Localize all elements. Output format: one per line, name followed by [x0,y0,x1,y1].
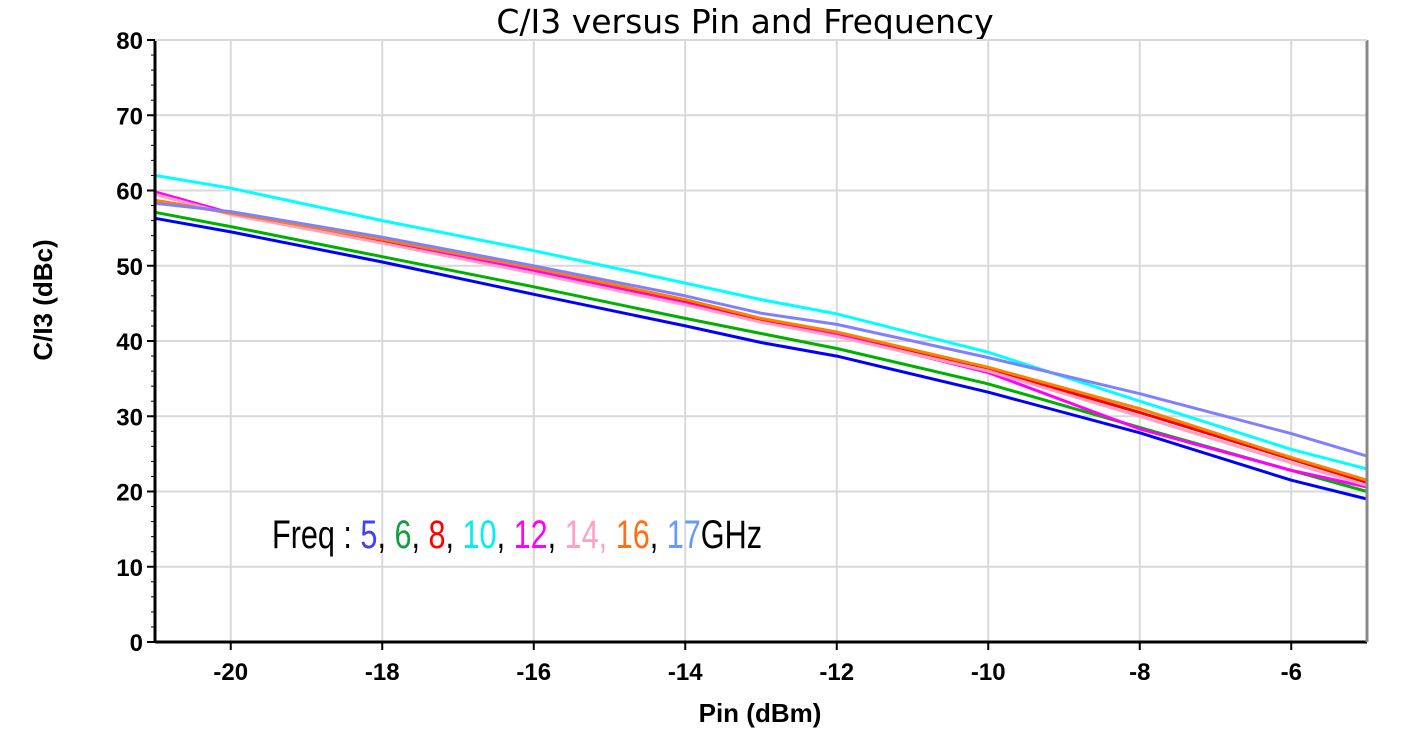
y-tick-label: 50 [116,254,143,281]
legend-entry-6: 6 [394,513,411,557]
legend-entry-14: 14 [565,513,599,557]
y-tick-label: 40 [116,329,143,356]
series-line-16ghz [154,198,1368,482]
y-tick-label: 80 [116,28,143,55]
legend-entry-16: 16 [616,513,650,557]
y-tick-label: 20 [116,480,143,507]
y-tick-label: 70 [116,103,143,130]
series-lines [154,173,1368,501]
y-tick-label: 0 [130,630,143,657]
legend-separator: , [548,513,565,557]
y-tick-label: 30 [116,404,143,431]
legend-separator: , [377,513,394,557]
series-line-10ghz [154,173,1368,471]
x-tick-label: -14 [668,659,703,686]
legend-separator: , [497,513,514,557]
legend-entry-12: 12 [514,513,548,557]
legend: Freq : 5, 6, 8, 10, 12, 14, 16, 17GHz [272,513,762,557]
series-line-17ghz [154,201,1368,458]
x-tick-label: -8 [1129,659,1150,686]
x-tick-label: -16 [516,659,551,686]
x-tick-label: -6 [1281,659,1302,686]
y-axis-label: C/I3 (dBc) [28,239,58,360]
x-tick-label: -10 [971,659,1006,686]
legend-entry-10: 10 [463,513,497,557]
legend-separator: , [650,513,667,557]
series-line-12ghz [154,190,1368,489]
chart-title: C/I3 versus Pin and Frequency [496,2,993,41]
legend-separator: , [599,513,616,557]
y-tick-label: 10 [116,555,143,582]
x-axis-label: Pin (dBm) [699,698,822,728]
legend-separator: , [411,513,428,557]
legend-entry-5: 5 [360,513,377,557]
legend-separator: , [446,513,463,557]
x-tick-label: -12 [819,659,854,686]
series-line-14ghz [154,192,1368,487]
x-tick-label: -20 [213,659,248,686]
legend-suffix: GHz [701,513,762,557]
legend-prefix: Freq : [272,513,360,557]
legend-entry-8: 8 [428,513,445,557]
x-tick-label: -18 [365,659,400,686]
y-tick-label: 60 [116,179,143,206]
axes: -20 -18 -16 -14 -12 -10 -8 -6 0 10 20 30 40 50 60 70 80 [116,28,1369,686]
legend-entry-17: 17 [667,513,701,557]
series-line-5ghz [154,216,1368,501]
